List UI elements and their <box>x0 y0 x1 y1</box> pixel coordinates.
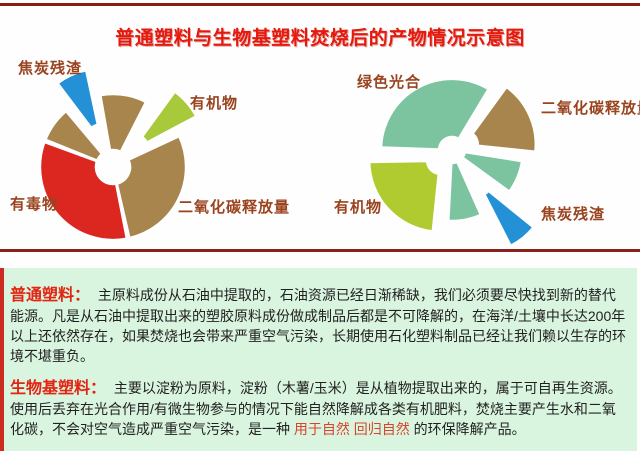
top-divider <box>0 3 640 6</box>
page-title: 普通塑料与生物基塑料焚烧后的产物情况示意图 <box>115 28 525 49</box>
pie-slice <box>379 77 490 151</box>
pie-slice-label: 二氧化碳释放量 <box>541 100 640 117</box>
paragraph-biobased-plastic: 生物基塑料： 主要以淀粉为原料，淀粉（木薯/玉米）是从植物提取出来的，属于可自再… <box>10 378 629 439</box>
biobased-plastic-body-2: 的环保降解产品。 <box>413 421 526 437</box>
paragraph-ordinary-plastic: 普通塑料： 主原料成份从石油中提取的，石油资源已经日渐稀缺，我们必须要尽快找到新… <box>10 285 629 366</box>
pie-slice <box>461 150 524 193</box>
ordinary-plastic-heading: 普通塑料： <box>10 287 91 304</box>
ordinary-plastic-body: 主原料成份从石油中提取的，石油资源已经日渐稀缺，我们必须要尽快找到新的替代能源。… <box>10 287 626 364</box>
description-panel: 普通塑料： 主原料成份从石油中提取的，石油资源已经日渐稀缺，我们必须要尽快找到新… <box>0 268 637 451</box>
pie-slice <box>367 159 441 233</box>
charts-area: 焦炭残渣有机物有毒物二氧化碳释放量绿色光合二氧化碳释放量有机物焦炭残渣 <box>0 50 640 249</box>
pie-slice-label: 焦炭残渣 <box>541 206 606 223</box>
pie-slice <box>471 85 538 153</box>
pie-slice-label: 有机物 <box>334 199 383 216</box>
biobased-plastic-body-1: 主要以淀粉为原料，淀粉（木薯/玉米）是从植物提取出来的，属于可自再生资源。使用后… <box>10 380 622 437</box>
pie-charts-svg <box>38 68 538 248</box>
pie-slice <box>483 189 535 248</box>
pie-slice <box>56 68 100 130</box>
pie-slice <box>99 92 148 154</box>
pie-slice <box>38 140 129 242</box>
pie-slice-label: 有机物 <box>190 95 239 112</box>
pie-slice <box>44 109 104 162</box>
pie-slice-label: 有毒物 <box>10 196 59 213</box>
section-divider <box>0 249 640 252</box>
pie-slice-label: 绿色光合 <box>357 74 422 91</box>
biobased-plastic-heading: 生物基塑料： <box>10 380 107 397</box>
pie-slice-label: 二氧化碳释放量 <box>178 199 291 216</box>
pie-slice-label: 焦炭残渣 <box>18 60 83 77</box>
pie-slice <box>447 160 483 223</box>
pie-slice <box>140 90 198 144</box>
pie-slice <box>115 134 188 240</box>
biobased-plastic-highlight: 用于自然 回归自然 <box>293 421 410 437</box>
